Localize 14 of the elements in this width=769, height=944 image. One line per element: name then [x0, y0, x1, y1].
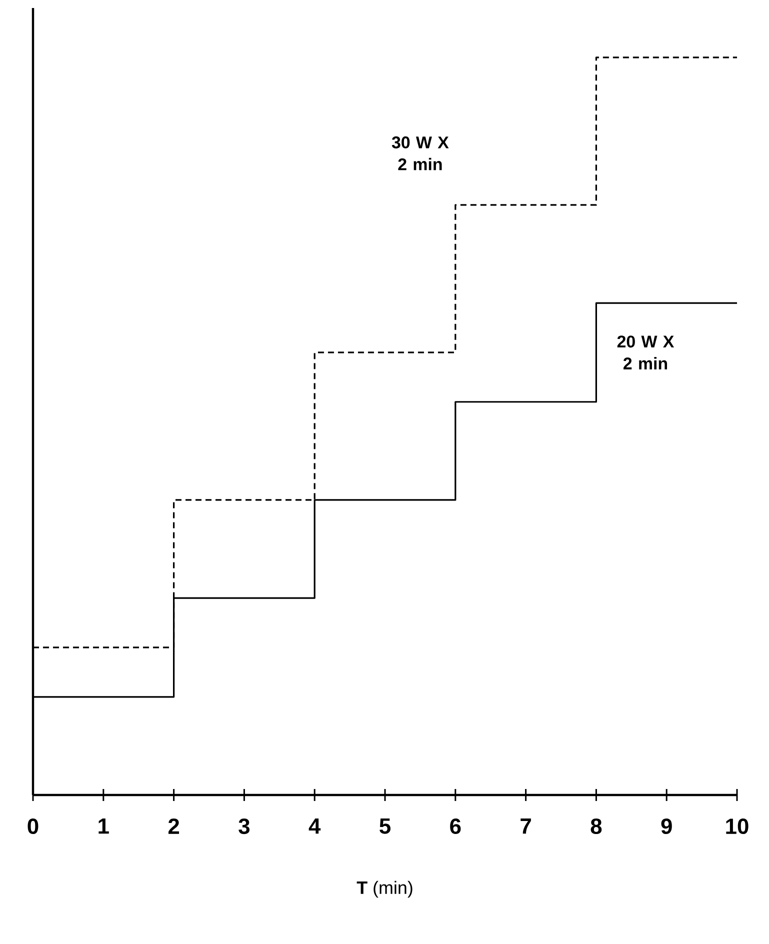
- series-label: 20 W X 2 min: [617, 336, 674, 370]
- x-tick-label: 2: [168, 818, 180, 834]
- x-tick-label: 1: [98, 818, 109, 834]
- x-axis-title: T (min): [356, 880, 412, 898]
- x-tick-label: 3: [238, 818, 250, 834]
- x-tick-label: 7: [520, 818, 531, 834]
- x-tick-label: 5: [380, 818, 390, 834]
- x-tick-label: 8: [590, 818, 602, 834]
- text: 30 W X 2 min: [392, 136, 449, 170]
- x-tick-label: 6: [450, 818, 461, 834]
- x-tick-label: 0: [28, 818, 38, 834]
- x-tick-label: 9: [661, 818, 672, 834]
- x-tick-label: 4: [308, 818, 321, 834]
- x-tick-label: 10: [726, 818, 748, 834]
